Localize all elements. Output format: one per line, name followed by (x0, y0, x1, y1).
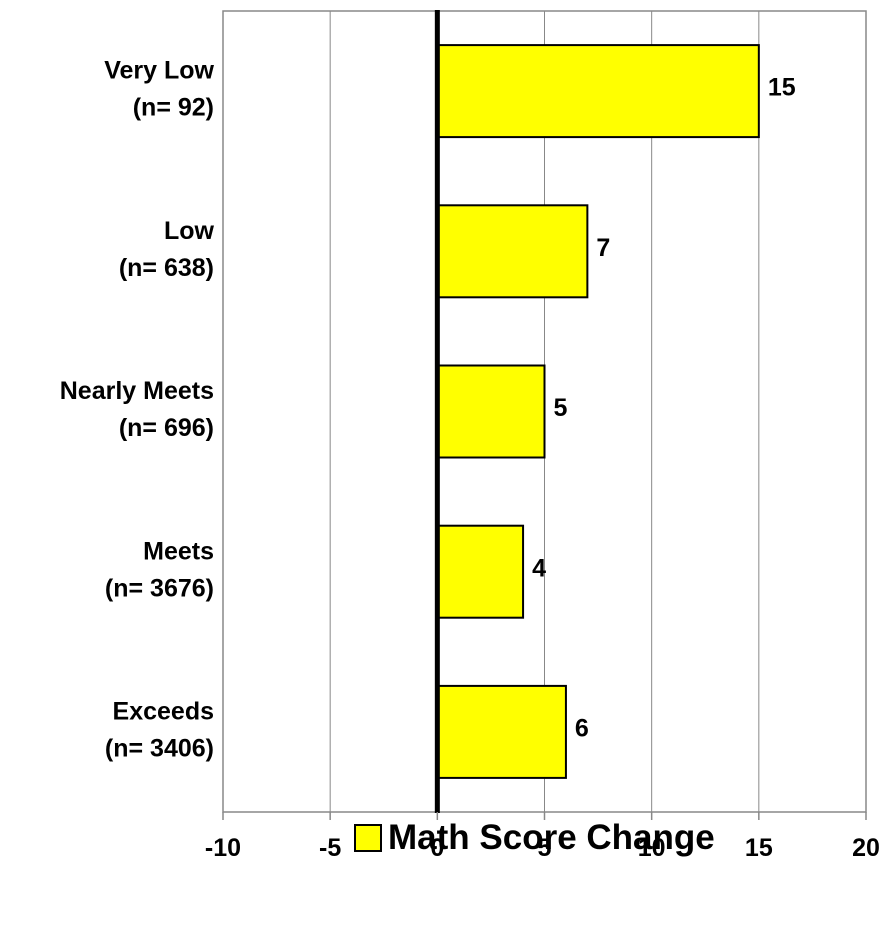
legend-swatch (354, 824, 382, 852)
x-tick-label: 15 (745, 834, 773, 862)
bar (436, 364, 546, 459)
legend-label: Math Score Change (388, 818, 715, 857)
category-name: Exceeds (113, 698, 214, 726)
category-count: (n= 92) (133, 94, 214, 122)
category-count: (n= 3406) (105, 735, 214, 763)
category-count: (n= 3676) (105, 574, 214, 602)
bar (436, 204, 589, 299)
category-label: Nearly Meets (n= 696) (60, 377, 214, 442)
category-name: Meets (143, 537, 214, 565)
data-label: 15 (768, 74, 796, 102)
category-name: Very Low (104, 57, 214, 85)
category-name: Nearly Meets (60, 377, 214, 405)
x-tick-label: -10 (205, 834, 241, 862)
category-label: Very Low (n= 92) (104, 57, 214, 122)
category-name: Low (164, 217, 215, 245)
category-count: (n= 638) (119, 254, 214, 282)
data-label: 4 (532, 554, 546, 582)
category-label: Meets (n= 3676) (105, 537, 214, 602)
category-count: (n= 696) (119, 414, 214, 442)
data-label: 5 (554, 394, 568, 422)
category-label: Low (n= 638) (119, 217, 215, 282)
x-tick-label: 10 (638, 834, 666, 862)
bar (436, 684, 567, 779)
x-tick-label: 20 (852, 834, 880, 862)
bar (436, 524, 525, 619)
x-tick-label: 5 (538, 834, 552, 862)
category-label: Exceeds (n= 3406) (105, 698, 214, 763)
legend: Math Score Change (354, 818, 715, 858)
x-tick-label: -5 (319, 834, 341, 862)
bar (436, 44, 760, 139)
data-label: 6 (575, 715, 589, 743)
x-tick-label: 0 (430, 834, 444, 862)
data-label: 7 (596, 234, 610, 262)
